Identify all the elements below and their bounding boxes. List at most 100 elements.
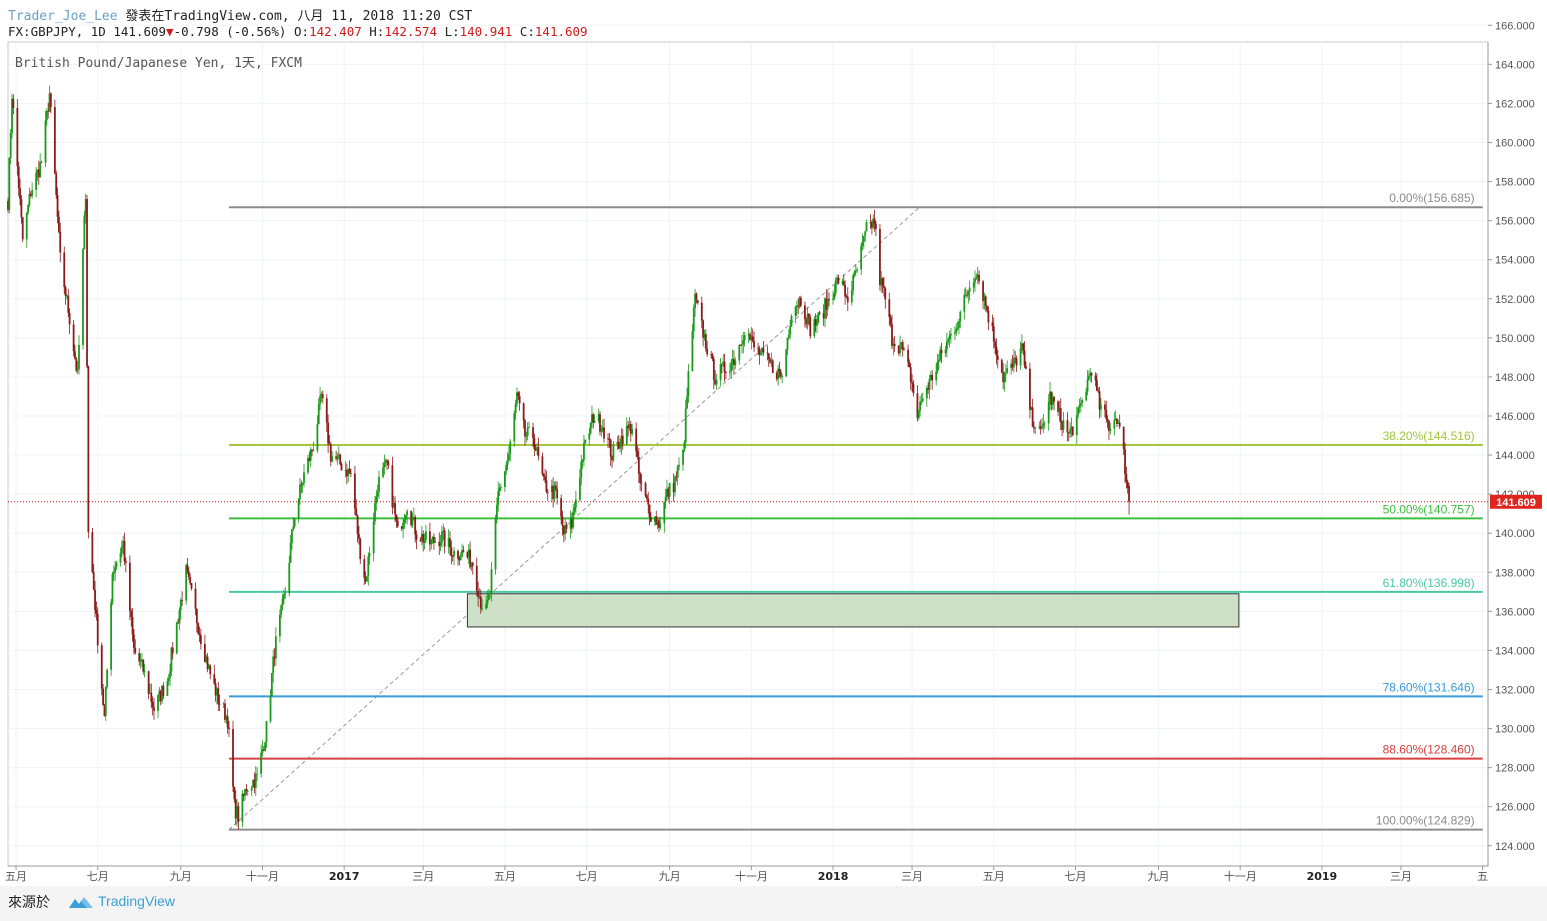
candle xyxy=(461,543,463,558)
candle-body xyxy=(883,286,885,289)
candle-body xyxy=(826,299,829,310)
candle-body xyxy=(387,461,390,466)
candle-body xyxy=(853,271,856,276)
candle-body xyxy=(185,564,188,601)
candle xyxy=(580,454,583,486)
candle xyxy=(828,292,830,307)
candle-body xyxy=(270,673,273,696)
fibonacci-retracement[interactable]: 0.00%(156.685) 38.20%(144.516) 50.00%(140.… xyxy=(228,191,1483,831)
candle xyxy=(573,501,576,516)
candle-body xyxy=(131,617,134,635)
candle-body xyxy=(715,379,718,385)
candle xyxy=(1003,371,1006,392)
candle xyxy=(1116,417,1118,428)
candle xyxy=(439,534,442,552)
candle-body xyxy=(170,647,173,672)
candle-body xyxy=(345,469,348,477)
candle-body xyxy=(53,106,56,174)
candle xyxy=(327,414,330,453)
candle-body xyxy=(441,531,443,543)
candle xyxy=(611,455,613,468)
candle xyxy=(967,289,970,304)
candle-body xyxy=(353,473,356,509)
candle-body xyxy=(1094,375,1097,381)
candle xyxy=(836,274,838,286)
candle-body xyxy=(28,193,31,206)
zone-rectangle[interactable] xyxy=(466,593,1240,628)
candle-body xyxy=(841,281,844,284)
candle xyxy=(288,555,291,597)
candle-body xyxy=(461,550,463,557)
publish-info: 發表在TradingView.com, 八月 11, 2018 11:20 CS… xyxy=(125,9,473,24)
candle xyxy=(384,458,387,467)
candle xyxy=(562,525,565,543)
candle-body xyxy=(130,610,133,618)
candle-body xyxy=(179,599,182,611)
candle xyxy=(758,345,761,365)
candle-body xyxy=(526,427,529,436)
candle xyxy=(1087,370,1090,381)
candle-body xyxy=(795,305,798,307)
candle-body xyxy=(470,562,473,568)
tradingview-brand[interactable]: TradingView xyxy=(98,893,176,909)
candle xyxy=(542,473,545,481)
candle xyxy=(72,320,75,357)
candle xyxy=(955,323,958,337)
candle-body xyxy=(307,457,309,473)
candle-body xyxy=(264,742,267,751)
candle xyxy=(283,589,285,605)
candle xyxy=(775,370,778,382)
candle xyxy=(844,280,847,305)
candle-body xyxy=(900,342,903,345)
candle-body xyxy=(1114,418,1117,421)
candle-body xyxy=(719,364,722,380)
candle-body xyxy=(1006,368,1009,373)
tradingview-logo-icon[interactable] xyxy=(68,895,94,909)
candle xyxy=(600,425,603,437)
candle-body xyxy=(711,354,714,360)
candle xyxy=(1106,415,1109,429)
candle-body xyxy=(44,120,47,163)
candle-body xyxy=(31,189,34,196)
down-arrow-icon: ▼ xyxy=(166,24,174,39)
candle xyxy=(976,266,979,284)
candle-body xyxy=(964,294,967,296)
candle-body xyxy=(119,553,122,563)
candle-body xyxy=(141,659,143,662)
candle xyxy=(1114,410,1117,421)
candle-body xyxy=(880,278,883,286)
candle xyxy=(959,310,962,329)
candle-body xyxy=(1025,365,1027,369)
candle xyxy=(506,452,509,471)
candle xyxy=(216,687,218,705)
candle xyxy=(400,525,403,531)
candle-body xyxy=(278,614,281,637)
author-link[interactable]: Trader_Joe_Lee xyxy=(8,9,118,24)
candle xyxy=(620,427,623,455)
candle-body xyxy=(591,414,593,423)
candle-body xyxy=(1022,343,1025,351)
candle-body xyxy=(674,476,676,493)
candle-body xyxy=(1057,401,1059,412)
candle xyxy=(919,395,922,417)
candle-body xyxy=(546,491,549,493)
candle-body xyxy=(253,779,256,788)
candle-body xyxy=(1012,357,1015,368)
candle-body xyxy=(583,443,585,460)
candle-body xyxy=(828,299,830,301)
candle-body xyxy=(336,456,339,459)
candle-body xyxy=(143,671,146,672)
candle-body xyxy=(814,319,817,326)
symbol-info[interactable]: FX:GBPJPY, 1D 141.609 xyxy=(8,24,167,39)
candle xyxy=(303,463,305,488)
price-chart[interactable]: 0.00%(156.685) 38.20%(144.516) 50.00%(140.… xyxy=(0,0,1547,886)
candle xyxy=(383,454,386,475)
candle-body xyxy=(344,469,347,471)
candle-body xyxy=(644,483,647,496)
candle-body xyxy=(355,508,358,516)
support-zone[interactable] xyxy=(466,593,1240,628)
candle-body xyxy=(686,396,688,409)
candle-body xyxy=(1058,408,1061,412)
candle xyxy=(147,670,150,700)
candle-body xyxy=(206,656,209,670)
